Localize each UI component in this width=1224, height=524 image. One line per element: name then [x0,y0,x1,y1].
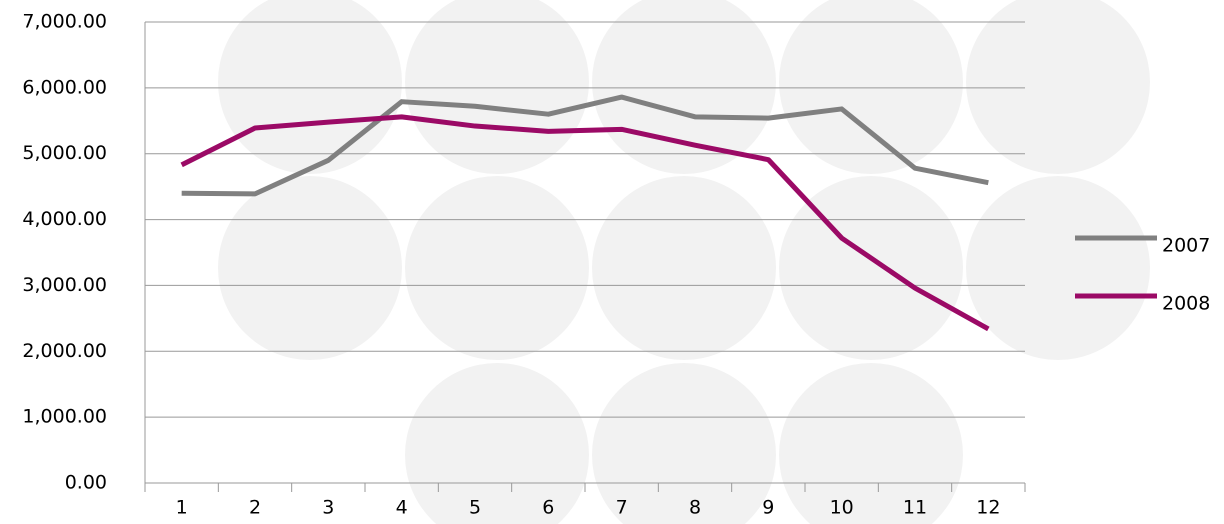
x-tick-label: 11 [903,497,927,519]
y-tick-label: 6,000.00 [22,76,107,98]
x-tick-label: 4 [396,497,408,519]
y-tick-label: 7,000.00 [22,11,107,33]
legend-label: 2008 [1162,293,1210,315]
x-tick-label: 2 [249,497,261,519]
x-tick-label: 9 [762,497,774,519]
legend-label: 2007 [1162,235,1210,257]
x-tick-label: 12 [976,497,1000,519]
y-tick-label: 3,000.00 [22,274,107,296]
background-circles [218,0,1150,524]
x-tick-label: 7 [616,497,628,519]
y-tick-label: 4,000.00 [22,208,107,230]
y-tick-label: 0.00 [65,472,107,494]
x-tick-label: 6 [542,497,554,519]
x-tick-label: 3 [322,497,334,519]
x-tick-label: 5 [469,497,481,519]
y-tick-label: 2,000.00 [22,340,107,362]
y-tick-label: 5,000.00 [22,142,107,164]
x-tick-label: 1 [176,497,188,519]
y-tick-label: 1,000.00 [22,406,107,428]
x-tick-label: 10 [830,497,854,519]
x-tick-label: 8 [689,497,701,519]
chart: 0.00 1,000.00 2,000.00 3,000.00 4,000.00 5,00… [0,0,1224,524]
